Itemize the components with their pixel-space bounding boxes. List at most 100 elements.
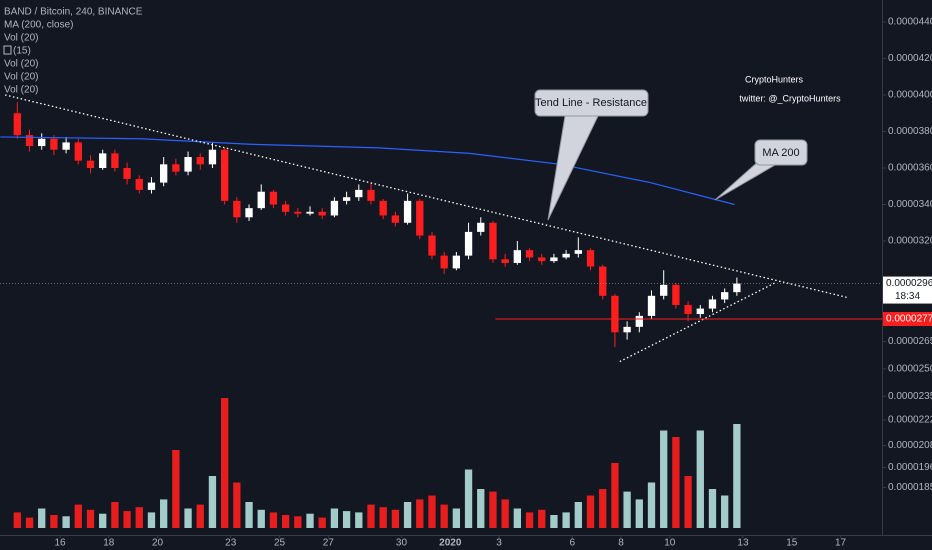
candle-body <box>611 295 619 333</box>
volume-bar <box>38 508 46 528</box>
candle-body <box>233 200 241 218</box>
volume-bar <box>208 476 217 528</box>
x-tick-label: 2020 <box>439 538 462 549</box>
overlay: BAND / Bitcoin, 240, BINANCE MA (200, cl… <box>3 7 841 221</box>
candle-body <box>208 149 217 165</box>
x-tick-label: 10 <box>664 538 676 549</box>
volume-bar <box>489 491 497 528</box>
volume-bar <box>611 463 619 528</box>
candle-body <box>660 284 668 296</box>
candle-body <box>403 200 412 223</box>
candle-body <box>452 255 461 269</box>
volume-bar <box>25 517 34 528</box>
candle-body <box>672 284 680 305</box>
x-tick-label: 25 <box>274 538 286 549</box>
candle-body <box>13 113 21 136</box>
x-tick-label: 3 <box>496 538 502 549</box>
volume-bar <box>160 499 168 528</box>
y-tick-label: 0.00002350 <box>888 391 932 402</box>
volume-bar <box>184 508 192 528</box>
candle-body <box>464 231 473 256</box>
y-tick-label: 0.00003200 <box>888 236 932 247</box>
candle-body <box>342 197 351 201</box>
price-label: 0.00002773 <box>886 314 932 325</box>
price-label-box <box>883 311 932 326</box>
candle-body <box>721 292 729 300</box>
y-tick-label: 0.00002220 <box>888 415 932 426</box>
volume-bar <box>672 437 680 528</box>
volume-bar <box>50 515 58 528</box>
candle-body <box>586 250 595 267</box>
y-tick-label: 0.00001960 <box>888 462 932 473</box>
x-tick-label: 30 <box>396 538 408 549</box>
volume-bar <box>635 499 643 528</box>
callout-box <box>754 139 808 166</box>
legend-item: Vol (20) <box>4 85 38 96</box>
volume-bar <box>74 504 82 528</box>
legend-item: (15) <box>13 46 31 57</box>
legend-item: MA (200, close) <box>4 20 73 31</box>
watermark: twitter: @_CryptoHunters <box>739 93 841 103</box>
candle-body <box>538 257 546 262</box>
candle-body <box>281 204 290 212</box>
candle-body <box>367 189 375 201</box>
volume-bar <box>501 499 509 528</box>
volume-bar <box>574 502 582 528</box>
candle-body <box>599 266 607 296</box>
volume-bar <box>281 515 290 528</box>
x-tick-label: 20 <box>152 538 164 549</box>
volume-bar <box>367 504 375 528</box>
legend-icon <box>3 45 12 55</box>
volume-bar <box>684 476 692 528</box>
volume-bar <box>13 512 21 528</box>
x-tick-label: 6 <box>569 538 575 549</box>
callout-text: MA 200 <box>762 147 799 159</box>
volume-bar <box>196 504 204 528</box>
last-price-label: 0.00002967 <box>886 278 932 289</box>
volume-bar <box>428 495 436 528</box>
candle-body <box>257 191 265 209</box>
volume-bar <box>306 513 314 528</box>
candle-body <box>684 304 692 315</box>
candle-body <box>440 255 448 269</box>
symbol-title: BAND / Bitcoin, 240, BINANCE <box>4 7 143 18</box>
volume-bar <box>721 495 729 528</box>
candle-body <box>74 142 82 161</box>
volume-bar <box>233 482 241 528</box>
candle-body <box>550 257 558 262</box>
candle-body <box>623 326 631 333</box>
candle-body <box>25 135 34 147</box>
volume-bar <box>318 517 326 528</box>
x-tick-label: 16 <box>54 538 66 549</box>
candle-body <box>86 160 95 168</box>
y-tick-label: 0.00004000 <box>888 90 932 101</box>
candle-body <box>38 138 46 147</box>
x-tick-label: 17 <box>835 538 847 549</box>
volume-bar <box>220 398 229 528</box>
countdown: 18:34 <box>895 291 920 302</box>
volume-bar <box>708 489 717 528</box>
legend-item: Vol (20) <box>4 72 38 83</box>
candle-body <box>147 182 156 190</box>
volume-bar <box>330 508 339 528</box>
volume-bar <box>403 502 412 528</box>
volume-bar <box>355 512 363 528</box>
volume-bar <box>62 516 70 528</box>
y-tick-label: 0.00002500 <box>888 363 932 374</box>
x-tick-label: 27 <box>323 538 335 549</box>
candle-body <box>647 295 656 316</box>
candle-body <box>160 164 168 183</box>
x-tick-label: 15 <box>786 538 798 549</box>
volume-bar <box>123 511 131 528</box>
volume-bar <box>452 508 461 528</box>
y-tick-label: 0.00004200 <box>888 53 932 64</box>
y-tick-label: 0.00003600 <box>888 163 932 174</box>
volume-bar <box>86 509 95 528</box>
candle-body <box>391 215 400 223</box>
volume-bar <box>623 491 631 528</box>
volume-bar <box>550 515 558 528</box>
volume-bar <box>562 512 570 528</box>
x-tick-label: 18 <box>103 538 115 549</box>
candle-body <box>294 211 302 214</box>
